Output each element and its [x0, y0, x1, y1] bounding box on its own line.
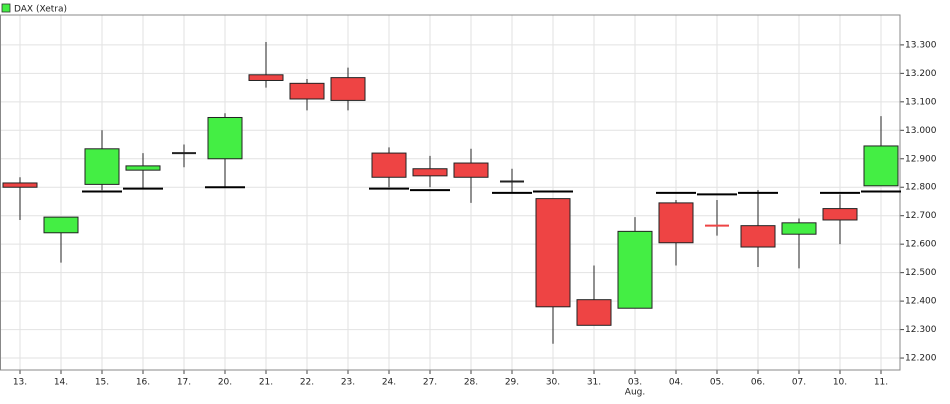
legend-label: DAX (Xetra) [14, 5, 67, 15]
x-tick-label: 03. [628, 378, 642, 388]
y-tick-label: 12.800 [905, 183, 937, 193]
x-tick-label: 10. [833, 378, 847, 388]
x-tick-label: 20. [218, 378, 232, 388]
x-tick-label: 28. [464, 378, 478, 388]
y-tick-label: 13.200 [905, 69, 937, 79]
x-tick-label: 29. [505, 378, 519, 388]
y-tick-label: 12.500 [905, 268, 937, 278]
x-tick-sublabel: Aug. [625, 388, 645, 398]
candle-body [43, 216, 79, 234]
legend-swatch [1, 3, 11, 13]
candle-body [740, 225, 776, 248]
candle-body [289, 82, 325, 100]
x-tick-label: 31. [587, 378, 601, 388]
x-tick-label: 05. [710, 378, 724, 388]
x-tick-label: 24. [382, 378, 396, 388]
x-tick-label: 23. [341, 378, 355, 388]
y-tick-label: 12.400 [905, 297, 937, 307]
y-tick-label: 13.100 [905, 97, 937, 107]
candle-body [822, 208, 858, 221]
x-tick-label: 15. [95, 378, 109, 388]
x-tick-label: 06. [751, 378, 765, 388]
y-tick-label: 12.300 [905, 325, 937, 335]
x-tick-label: 27. [423, 378, 437, 388]
candle-body [453, 162, 489, 178]
y-tick-label: 13.300 [905, 40, 937, 50]
candle-body [576, 299, 612, 326]
x-tick-label: 16. [136, 378, 150, 388]
y-tick-label: 12.700 [905, 211, 937, 221]
candle-body [617, 230, 653, 309]
x-tick-label: 11. [874, 378, 888, 388]
candle-body [330, 77, 366, 101]
y-tick-label: 12.900 [905, 154, 937, 164]
y-tick-label: 12.600 [905, 240, 937, 250]
candle-body [412, 168, 448, 177]
candle-body [535, 198, 571, 308]
x-tick-label: 17. [177, 378, 191, 388]
candle-body [125, 165, 161, 171]
candle-body [248, 74, 284, 81]
x-tick-label: 04. [669, 378, 683, 388]
y-tick-label: 12.200 [905, 354, 937, 364]
x-tick-label: 22. [300, 378, 314, 388]
x-tick-label: 07. [792, 378, 806, 388]
candle-body [371, 152, 407, 178]
candle-body [781, 222, 817, 235]
y-tick-label: 13.000 [905, 126, 937, 136]
candle-body [863, 145, 899, 187]
x-tick-label: 14. [54, 378, 68, 388]
candle-body [207, 116, 243, 160]
candle-body [2, 182, 38, 188]
x-tick-label: 13. [13, 378, 27, 388]
candle-body [658, 202, 694, 244]
x-tick-label: 30. [546, 378, 560, 388]
x-tick-label: 21. [259, 378, 273, 388]
candle-body [84, 148, 120, 185]
